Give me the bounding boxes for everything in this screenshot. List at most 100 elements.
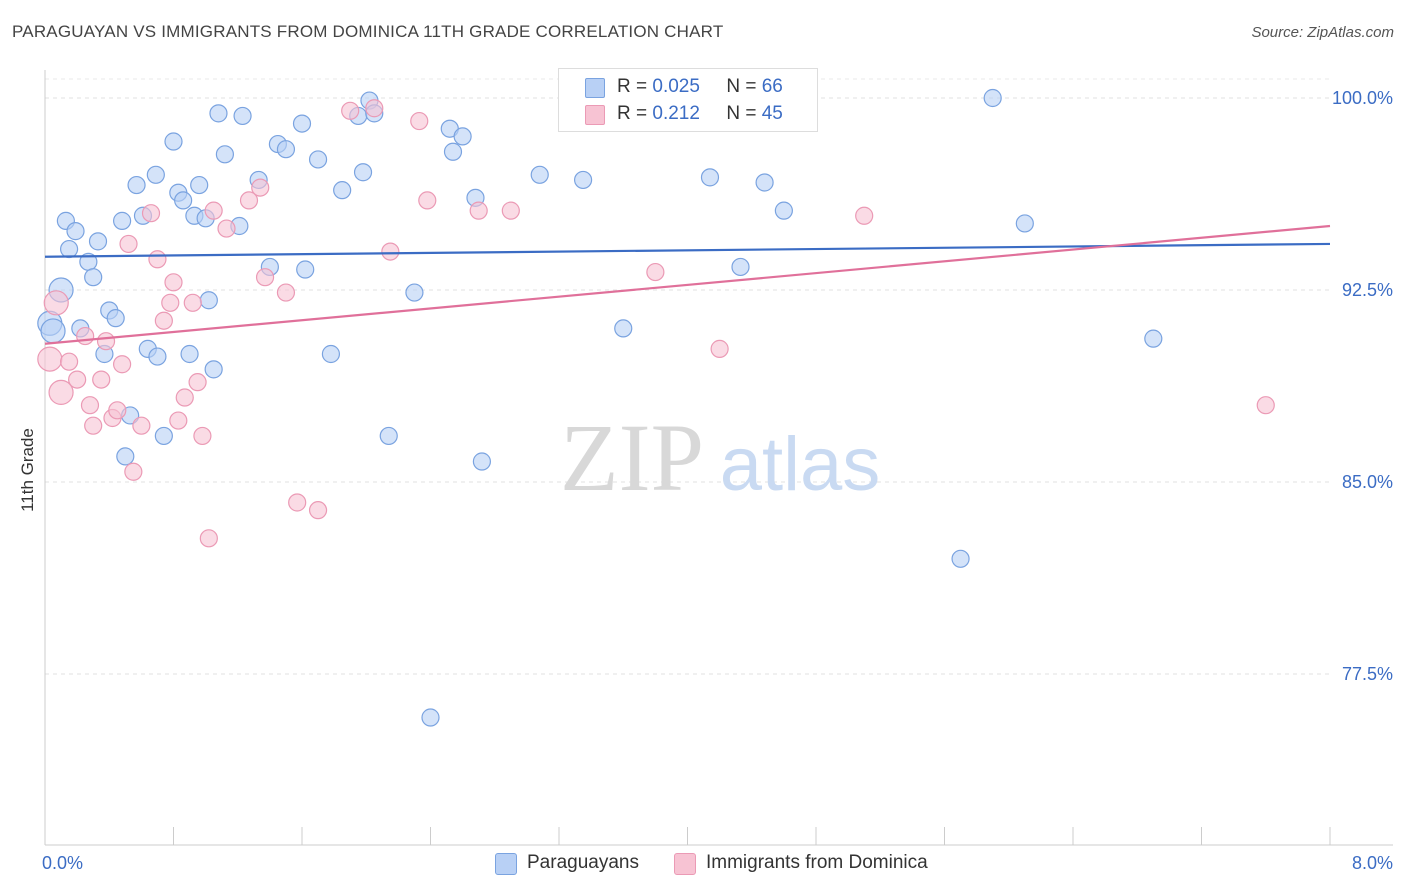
dominica-point (204, 201, 223, 220)
paraguayan-point (209, 104, 228, 123)
dominica-point (108, 401, 127, 420)
y-tick-label: 77.5% (1342, 664, 1393, 684)
watermark-atlas: atlas (720, 422, 881, 507)
paraguayan-point (59, 239, 79, 259)
paraguayan-point (472, 452, 491, 471)
dominica-point (59, 352, 79, 371)
dominica-point (43, 290, 69, 316)
paraguayan-point (146, 165, 165, 184)
paraguayan-point (353, 163, 373, 182)
paraguayan-point (308, 150, 328, 169)
dominica-point (381, 242, 400, 261)
dominica-point (217, 219, 236, 238)
legend-n-label: N = (726, 103, 757, 124)
dominica-point (469, 201, 488, 220)
dominica-point (124, 462, 143, 481)
y-tick-label: 100.0% (1332, 88, 1393, 108)
dominica-point (112, 355, 132, 374)
paraguayan-point (421, 708, 440, 727)
paraguayan-point (983, 88, 1002, 108)
legend-n-label: N = (726, 76, 757, 97)
paraguayan-point (66, 222, 85, 241)
paraguayan-point (453, 127, 472, 146)
paraguayan-point (379, 426, 398, 446)
dominica-point (365, 99, 384, 118)
dominica-point (132, 416, 151, 435)
grid-layer (45, 78, 1330, 675)
dominica-point (68, 370, 87, 389)
dominica-point (37, 346, 63, 372)
paraguayan-point (614, 319, 633, 338)
paraguayan-point (1144, 329, 1163, 348)
dominica-point (76, 326, 95, 346)
dominica-point (141, 204, 161, 223)
paraguayan-point (180, 344, 199, 364)
paraguayan-point (112, 211, 132, 230)
paraguayan-point (443, 142, 463, 161)
dominica-point (161, 293, 180, 312)
paraguayan-point (292, 114, 312, 133)
paraguayan-point (154, 426, 173, 446)
legend-label-paraguayans: Paraguayans (527, 852, 639, 873)
paraguayan-point (755, 173, 774, 192)
dominica-point (175, 388, 194, 407)
dominica-point (1256, 396, 1275, 415)
correlation-legend: R = 0.025 N = 66 R = 0.212 N = 45 (558, 68, 818, 132)
paraguayan-point (321, 344, 341, 364)
paraguayan-point (296, 260, 315, 279)
paraguayan-point (1015, 214, 1034, 233)
paraguayan-point (731, 257, 750, 277)
legend-r-value: 0.212 (652, 103, 700, 124)
paraguayan-point (700, 168, 720, 187)
dominica-point (199, 529, 218, 548)
dominica-point (96, 332, 116, 351)
dominica-point (855, 206, 874, 225)
legend-r-value: 0.025 (652, 76, 700, 97)
dominica-point (119, 234, 138, 254)
dominica-point (239, 191, 259, 210)
dominica-point (341, 101, 360, 120)
paraguayan-point (88, 232, 108, 251)
legend-swatch-blue (585, 78, 605, 98)
axis-layer (44, 70, 1393, 846)
paraguayan-point (204, 360, 223, 379)
dominica-point (255, 268, 275, 287)
dominica-point (288, 493, 307, 512)
paraguayan-trend-line (44, 242, 1331, 258)
y-tick-label: 92.5% (1342, 280, 1393, 300)
paraguayan-point (405, 283, 424, 302)
dominica-point (148, 250, 167, 269)
paraguayan-point (116, 447, 135, 466)
paraguayan-point (573, 170, 593, 190)
dominica-point (48, 379, 74, 405)
dominica-point (193, 426, 212, 446)
paraguayan-point (84, 268, 103, 287)
paraguayan-point (233, 106, 252, 126)
paraguayan-point (40, 318, 66, 344)
legend-r-label: R = (617, 76, 648, 97)
dominica-point (92, 370, 111, 389)
chart-title: PARAGUAYAN VS IMMIGRANTS FROM DOMINICA 1… (12, 22, 724, 41)
dominica-point (84, 416, 103, 435)
paraguayan-point (276, 140, 296, 159)
paraguayan-point (333, 181, 352, 200)
watermark: ZIP atlas (560, 404, 880, 511)
legend-label-dominica: Immigrants from Dominica (706, 852, 928, 873)
paraguayan-point (951, 549, 970, 568)
dominica-point (410, 111, 429, 131)
legend-swatch-blue (495, 853, 517, 875)
series-legend: Paraguayans Immigrants from Dominica (0, 852, 1406, 878)
dominica-point (276, 283, 296, 302)
trend-layer (44, 224, 1331, 345)
paraguayan-point (215, 145, 234, 164)
dominica-point (251, 178, 270, 197)
dominica-point (154, 311, 173, 330)
paraguayan-point (774, 201, 793, 220)
points-layer (37, 88, 1275, 727)
y-tick-label: 85.0% (1342, 472, 1393, 492)
dominica-point (308, 501, 328, 520)
tick-labels: 77.5% 85.0% 92.5% 100.0% 0.0% 8.0% (42, 88, 1393, 873)
legend-n-value: 66 (761, 76, 783, 97)
watermark-zip: ZIP (560, 404, 704, 511)
